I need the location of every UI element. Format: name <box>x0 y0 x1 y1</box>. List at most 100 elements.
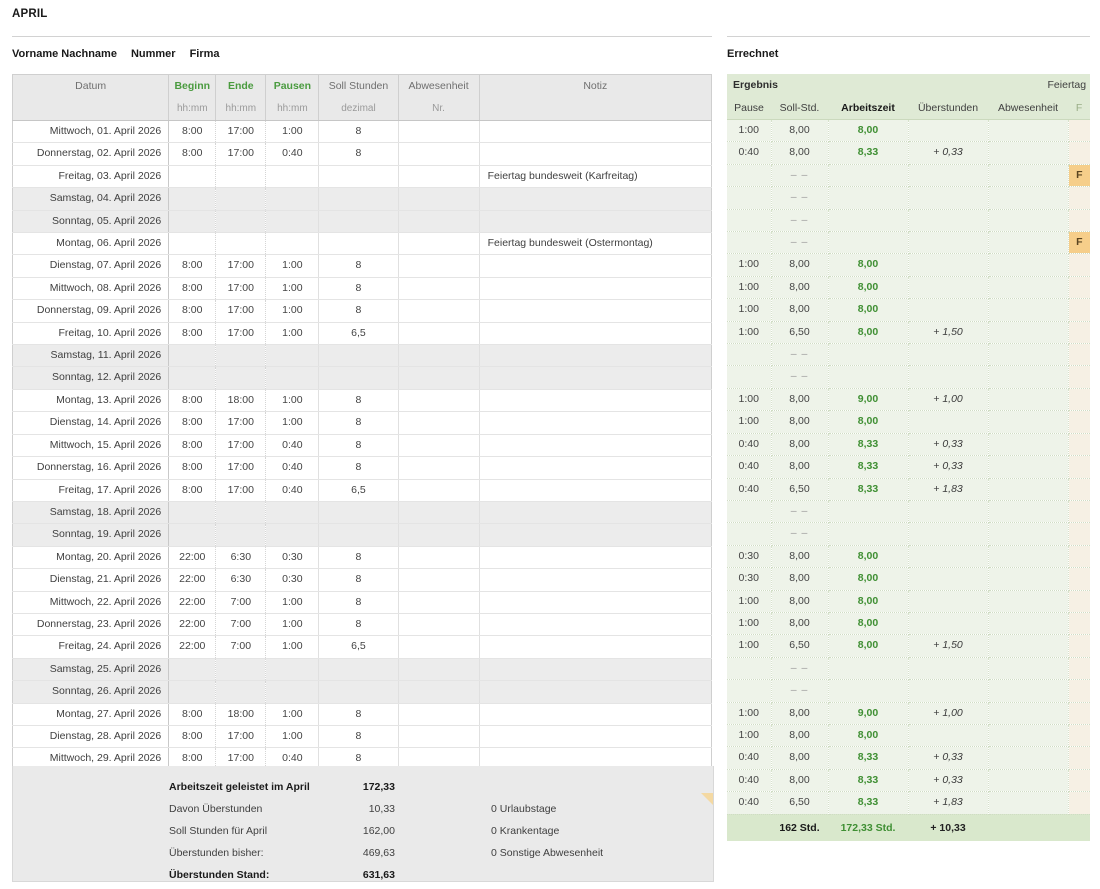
cell-pause[interactable]: 0:40 <box>265 479 320 502</box>
cell-date[interactable]: Dienstag, 07. April 2026 <box>12 254 170 278</box>
cell-begin[interactable]: 22:00 <box>168 591 217 614</box>
cell-begin[interactable] <box>168 165 217 189</box>
table-row[interactable]: Mittwoch, 15. April 2026 8:00 17:00 0:40 8 <box>12 434 712 458</box>
cell-end[interactable]: 17:00 <box>215 434 267 458</box>
cell-note[interactable] <box>479 680 712 704</box>
cell-end[interactable] <box>215 680 267 704</box>
cell-pause[interactable]: 0:30 <box>265 568 320 592</box>
cell-date[interactable]: Sonntag, 05. April 2026 <box>12 210 170 234</box>
cell-abs[interactable] <box>398 523 480 547</box>
table-row[interactable]: Samstag, 25. April 2026 <box>12 658 712 682</box>
cell-abs[interactable] <box>398 165 480 189</box>
cell-abs[interactable] <box>398 456 480 480</box>
cell-note[interactable] <box>479 366 712 390</box>
cell-date[interactable]: Dienstag, 21. April 2026 <box>12 568 170 592</box>
cell-soll[interactable]: 8 <box>318 591 399 614</box>
cell-end[interactable]: 17:00 <box>215 456 267 480</box>
cell-pause[interactable] <box>265 210 320 234</box>
cell-end[interactable]: 7:00 <box>215 613 267 637</box>
cell-note[interactable] <box>479 658 712 682</box>
cell-abs[interactable] <box>398 411 480 435</box>
table-row[interactable]: Dienstag, 28. April 2026 8:00 17:00 1:00 8 <box>12 725 712 749</box>
cell-end[interactable]: 6:30 <box>215 568 267 592</box>
cell-date[interactable]: Samstag, 25. April 2026 <box>12 658 170 682</box>
cell-soll[interactable] <box>318 210 399 234</box>
cell-end[interactable]: 17:00 <box>215 277 267 301</box>
cell-begin[interactable] <box>168 680 217 704</box>
cell-soll[interactable]: 8 <box>318 142 399 166</box>
cell-soll[interactable]: 8 <box>318 120 399 144</box>
cell-begin[interactable] <box>168 210 217 234</box>
cell-date[interactable]: Mittwoch, 01. April 2026 <box>12 120 170 144</box>
cell-begin[interactable]: 8:00 <box>168 456 217 480</box>
cell-end[interactable] <box>215 344 267 368</box>
cell-note[interactable] <box>479 142 712 166</box>
cell-abs[interactable] <box>398 389 480 413</box>
cell-begin[interactable]: 22:00 <box>168 635 217 659</box>
cell-end[interactable]: 17:00 <box>215 120 267 144</box>
cell-abs[interactable] <box>398 232 480 256</box>
cell-soll[interactable] <box>318 680 399 704</box>
table-row[interactable]: Samstag, 04. April 2026 <box>12 187 712 211</box>
cell-begin[interactable]: 8:00 <box>168 299 217 323</box>
cell-note[interactable] <box>479 501 712 525</box>
cell-end[interactable]: 18:00 <box>215 703 267 726</box>
cell-note[interactable] <box>479 434 712 458</box>
table-row[interactable]: Freitag, 10. April 2026 8:00 17:00 1:00 6,5 <box>12 322 712 346</box>
cell-begin[interactable]: 8:00 <box>168 389 217 413</box>
cell-date[interactable]: Sonntag, 12. April 2026 <box>12 366 170 390</box>
table-row[interactable]: Samstag, 11. April 2026 <box>12 344 712 368</box>
cell-end[interactable] <box>215 501 267 525</box>
table-row[interactable]: Montag, 27. April 2026 8:00 18:00 1:00 8 <box>12 703 712 726</box>
cell-pause[interactable] <box>265 501 320 525</box>
cell-date[interactable]: Montag, 06. April 2026 <box>12 232 170 256</box>
cell-begin[interactable] <box>168 658 217 682</box>
cell-note[interactable] <box>479 389 712 413</box>
cell-abs[interactable] <box>398 322 480 346</box>
table-row[interactable]: Sonntag, 12. April 2026 <box>12 366 712 390</box>
cell-begin[interactable]: 8:00 <box>168 703 217 726</box>
cell-soll[interactable]: 8 <box>318 434 399 458</box>
cell-end[interactable]: 17:00 <box>215 725 267 749</box>
cell-soll[interactable] <box>318 232 399 256</box>
cell-pause[interactable]: 1:00 <box>265 613 320 637</box>
cell-abs[interactable] <box>398 501 480 525</box>
cell-soll[interactable] <box>318 501 399 525</box>
cell-date[interactable]: Donnerstag, 23. April 2026 <box>12 613 170 637</box>
cell-begin[interactable]: 8:00 <box>168 277 217 301</box>
cell-begin[interactable] <box>168 232 217 256</box>
cell-abs[interactable] <box>398 680 480 704</box>
cell-pause[interactable]: 1:00 <box>265 299 320 323</box>
cell-begin[interactable]: 8:00 <box>168 725 217 749</box>
cell-date[interactable]: Freitag, 24. April 2026 <box>12 635 170 659</box>
cell-pause[interactable]: 1:00 <box>265 120 320 144</box>
table-row[interactable]: Dienstag, 07. April 2026 8:00 17:00 1:00 8 <box>12 254 712 278</box>
cell-pause[interactable]: 1:00 <box>265 411 320 435</box>
cell-note[interactable] <box>479 613 712 637</box>
cell-abs[interactable] <box>398 635 480 659</box>
cell-end[interactable]: 17:00 <box>215 142 267 166</box>
table-row[interactable]: Mittwoch, 08. April 2026 8:00 17:00 1:00 8 <box>12 277 712 301</box>
cell-begin[interactable]: 22:00 <box>168 546 217 570</box>
cell-note[interactable]: Feiertag bundesweit (Karfreitag) <box>479 165 712 189</box>
cell-note[interactable] <box>479 568 712 592</box>
cell-soll[interactable]: 8 <box>318 389 399 413</box>
cell-end[interactable] <box>215 210 267 234</box>
cell-note[interactable] <box>479 411 712 435</box>
cell-soll[interactable] <box>318 366 399 390</box>
table-row[interactable]: Freitag, 03. April 2026 Feiertag bundeswe… <box>12 165 712 189</box>
cell-begin[interactable] <box>168 523 217 547</box>
cell-begin[interactable]: 8:00 <box>168 254 217 278</box>
cell-soll[interactable]: 8 <box>318 613 399 637</box>
cell-pause[interactable] <box>265 187 320 211</box>
table-row[interactable]: Donnerstag, 16. April 2026 8:00 17:00 0:40 8 <box>12 456 712 480</box>
cell-end[interactable] <box>215 523 267 547</box>
cell-pause[interactable] <box>265 366 320 390</box>
cell-date[interactable]: Dienstag, 28. April 2026 <box>12 725 170 749</box>
cell-pause[interactable]: 1:00 <box>265 254 320 278</box>
cell-abs[interactable] <box>398 277 480 301</box>
table-row[interactable]: Donnerstag, 02. April 2026 8:00 17:00 0:40 8 <box>12 142 712 166</box>
cell-note[interactable] <box>479 187 712 211</box>
cell-pause[interactable]: 1:00 <box>265 322 320 346</box>
cell-date[interactable]: Donnerstag, 09. April 2026 <box>12 299 170 323</box>
